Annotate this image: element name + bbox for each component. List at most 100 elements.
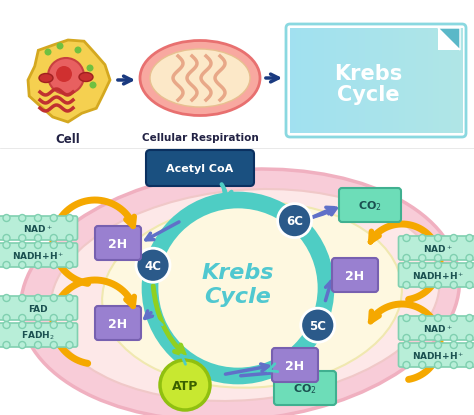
Circle shape [45,49,52,56]
Circle shape [3,315,10,322]
Bar [342,28,348,133]
Circle shape [419,342,426,349]
Circle shape [19,242,26,249]
Circle shape [466,261,473,269]
Circle shape [50,322,57,329]
Circle shape [50,242,57,249]
Bar [370,28,377,133]
Circle shape [435,261,441,269]
Bar [296,28,302,133]
Circle shape [301,308,335,342]
Circle shape [278,204,311,238]
Circle shape [35,295,42,302]
Text: NADH+H$^+$: NADH+H$^+$ [12,250,64,262]
Text: ATP: ATP [172,379,198,393]
Circle shape [435,342,441,349]
Circle shape [403,234,410,242]
Text: 5C: 5C [309,320,326,333]
Bar [290,28,297,133]
Text: NAD$^+$: NAD$^+$ [423,243,453,255]
Circle shape [419,261,426,269]
Circle shape [136,248,170,282]
Ellipse shape [51,189,439,401]
Circle shape [403,342,410,349]
Circle shape [466,361,473,369]
Circle shape [66,242,73,249]
Circle shape [66,215,73,222]
Circle shape [419,315,426,322]
Bar [410,28,417,133]
Bar [336,28,343,133]
Text: Krebs
Cycle: Krebs Cycle [202,264,274,307]
Circle shape [50,215,57,222]
FancyBboxPatch shape [0,323,78,347]
Circle shape [450,261,457,269]
Circle shape [90,81,97,88]
Circle shape [403,261,410,269]
Text: 2H: 2H [285,359,305,373]
Text: 6C: 6C [286,215,303,228]
Circle shape [419,281,426,288]
Circle shape [466,281,473,288]
Text: CO$_2$: CO$_2$ [358,199,382,213]
Text: Acetyl CoA: Acetyl CoA [166,164,234,174]
Circle shape [50,342,57,349]
Circle shape [19,342,26,349]
Circle shape [435,361,441,369]
Circle shape [86,64,93,71]
FancyBboxPatch shape [95,306,141,340]
Text: FADH$_2$: FADH$_2$ [21,330,55,342]
Ellipse shape [39,73,53,83]
Bar [456,28,463,133]
Circle shape [466,254,473,261]
Circle shape [66,234,73,242]
Circle shape [74,46,82,54]
Ellipse shape [140,41,260,115]
Text: Cell: Cell [55,133,81,146]
FancyBboxPatch shape [399,343,474,367]
Circle shape [19,261,26,269]
Polygon shape [438,28,460,50]
Text: NADH+H$^+$: NADH+H$^+$ [412,270,464,282]
Bar [347,28,354,133]
FancyBboxPatch shape [0,243,78,267]
Polygon shape [438,28,460,50]
FancyBboxPatch shape [339,188,401,222]
Circle shape [403,281,410,288]
Ellipse shape [102,202,402,388]
Ellipse shape [150,49,250,107]
Bar [359,28,365,133]
Circle shape [19,215,26,222]
Circle shape [19,322,26,329]
Circle shape [435,234,441,242]
Text: NADH+H$^+$: NADH+H$^+$ [412,350,464,362]
Circle shape [450,281,457,288]
Circle shape [3,342,10,349]
Circle shape [3,242,10,249]
Circle shape [450,342,457,349]
Circle shape [466,234,473,242]
Circle shape [66,315,73,322]
Circle shape [435,281,441,288]
Bar [399,28,406,133]
Circle shape [19,295,26,302]
Text: Krebs
Cycle: Krebs Cycle [334,63,402,105]
Circle shape [435,315,441,322]
Bar [405,28,411,133]
Circle shape [403,254,410,261]
Circle shape [35,234,42,242]
Text: NAD$^+$: NAD$^+$ [23,223,53,235]
Text: 2H: 2H [109,317,128,330]
Circle shape [450,315,457,322]
FancyBboxPatch shape [399,236,474,260]
Circle shape [403,361,410,369]
Text: FAD: FAD [28,305,48,313]
Bar [365,28,371,133]
Text: Cellular Respiration: Cellular Respiration [142,133,258,143]
Circle shape [466,342,473,349]
Circle shape [403,334,410,342]
Circle shape [3,295,10,302]
Bar [439,28,446,133]
Bar [353,28,360,133]
Circle shape [66,322,73,329]
